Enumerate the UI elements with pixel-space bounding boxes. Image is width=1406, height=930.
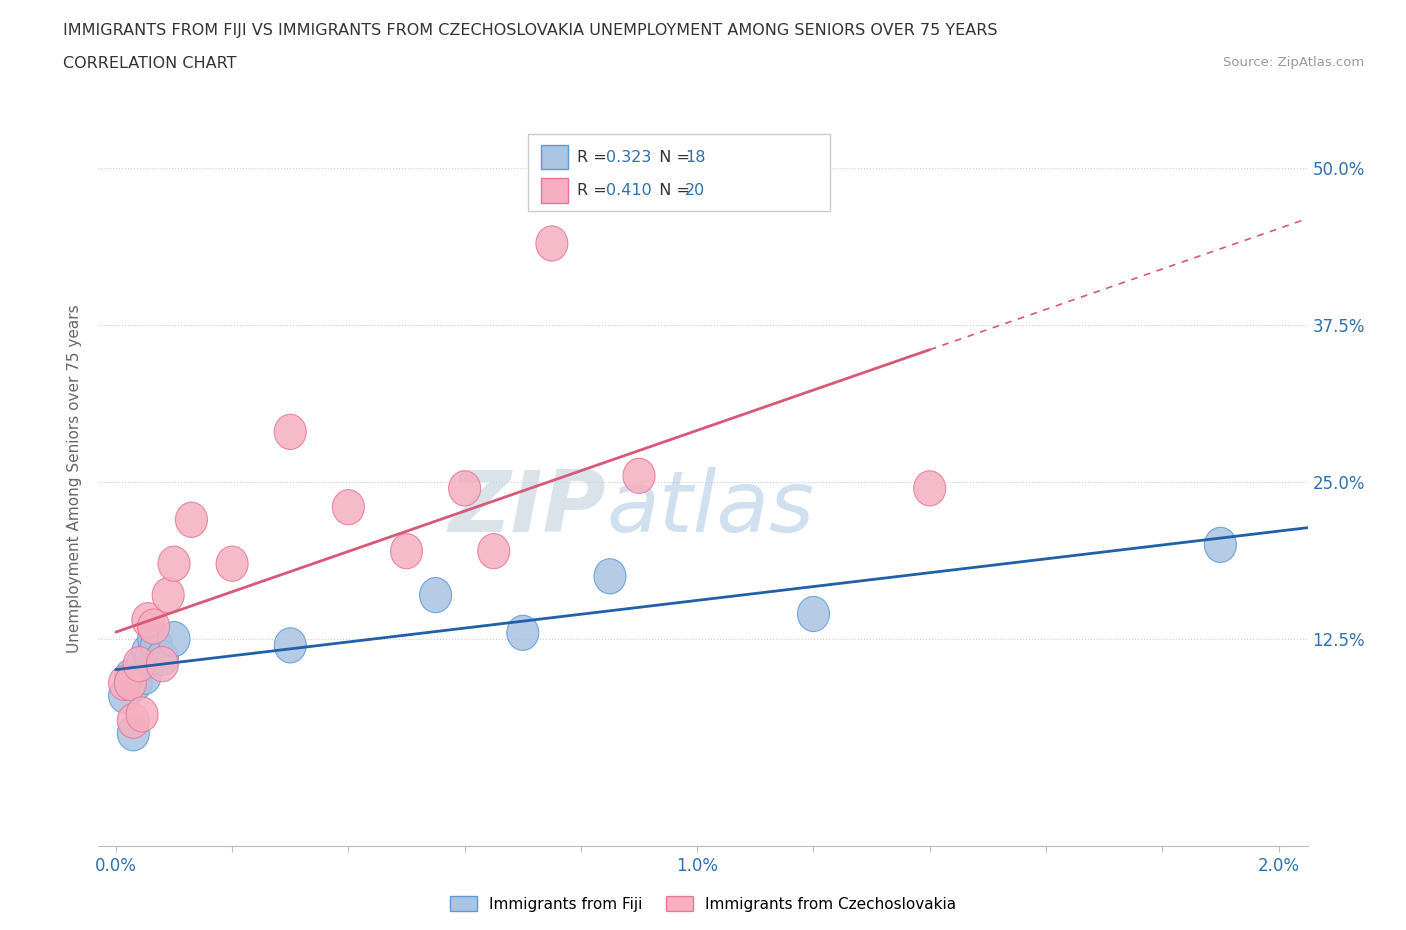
Text: 18: 18 (685, 150, 706, 165)
FancyBboxPatch shape (527, 134, 830, 211)
Ellipse shape (449, 471, 481, 506)
Ellipse shape (157, 621, 190, 657)
Ellipse shape (114, 666, 146, 700)
Ellipse shape (536, 226, 568, 261)
Text: 0.323: 0.323 (606, 150, 651, 165)
FancyBboxPatch shape (541, 179, 568, 203)
Legend: Immigrants from Fiji, Immigrants from Czechoslovakia: Immigrants from Fiji, Immigrants from Cz… (443, 890, 963, 918)
Text: 20: 20 (685, 182, 706, 198)
Ellipse shape (141, 628, 173, 663)
Ellipse shape (1205, 527, 1236, 563)
Ellipse shape (478, 534, 510, 569)
Text: R =: R = (578, 150, 612, 165)
Ellipse shape (138, 609, 170, 644)
Text: IMMIGRANTS FROM FIJI VS IMMIGRANTS FROM CZECHOSLOVAKIA UNEMPLOYMENT AMONG SENIOR: IMMIGRANTS FROM FIJI VS IMMIGRANTS FROM … (63, 23, 998, 38)
Ellipse shape (121, 666, 152, 700)
Ellipse shape (391, 534, 423, 569)
Ellipse shape (176, 502, 208, 538)
Text: R =: R = (578, 182, 612, 198)
Ellipse shape (217, 546, 247, 581)
Ellipse shape (117, 703, 149, 738)
Ellipse shape (797, 596, 830, 631)
Ellipse shape (127, 697, 157, 732)
Ellipse shape (914, 471, 946, 506)
Ellipse shape (506, 616, 538, 650)
Ellipse shape (623, 458, 655, 494)
Ellipse shape (114, 659, 146, 695)
Ellipse shape (152, 578, 184, 613)
Text: N =: N = (648, 150, 695, 165)
Ellipse shape (135, 641, 167, 675)
Ellipse shape (127, 646, 157, 682)
Text: N =: N = (648, 182, 695, 198)
Text: ZIP: ZIP (449, 467, 606, 550)
Ellipse shape (117, 716, 149, 751)
Ellipse shape (332, 489, 364, 525)
Ellipse shape (274, 414, 307, 449)
Ellipse shape (274, 628, 307, 663)
Ellipse shape (108, 678, 141, 713)
Ellipse shape (108, 666, 141, 700)
FancyBboxPatch shape (541, 145, 568, 169)
Ellipse shape (593, 559, 626, 594)
Ellipse shape (138, 621, 170, 657)
Ellipse shape (124, 646, 155, 682)
Text: Source: ZipAtlas.com: Source: ZipAtlas.com (1223, 56, 1364, 69)
Ellipse shape (146, 646, 179, 682)
Text: CORRELATION CHART: CORRELATION CHART (63, 56, 236, 71)
Ellipse shape (132, 603, 165, 638)
Ellipse shape (419, 578, 451, 613)
Text: atlas: atlas (606, 467, 814, 550)
Ellipse shape (129, 659, 160, 695)
Y-axis label: Unemployment Among Seniors over 75 years: Unemployment Among Seniors over 75 years (67, 305, 83, 653)
Ellipse shape (157, 546, 190, 581)
Text: 0.410: 0.410 (606, 182, 652, 198)
Ellipse shape (146, 641, 179, 675)
Ellipse shape (132, 634, 165, 670)
